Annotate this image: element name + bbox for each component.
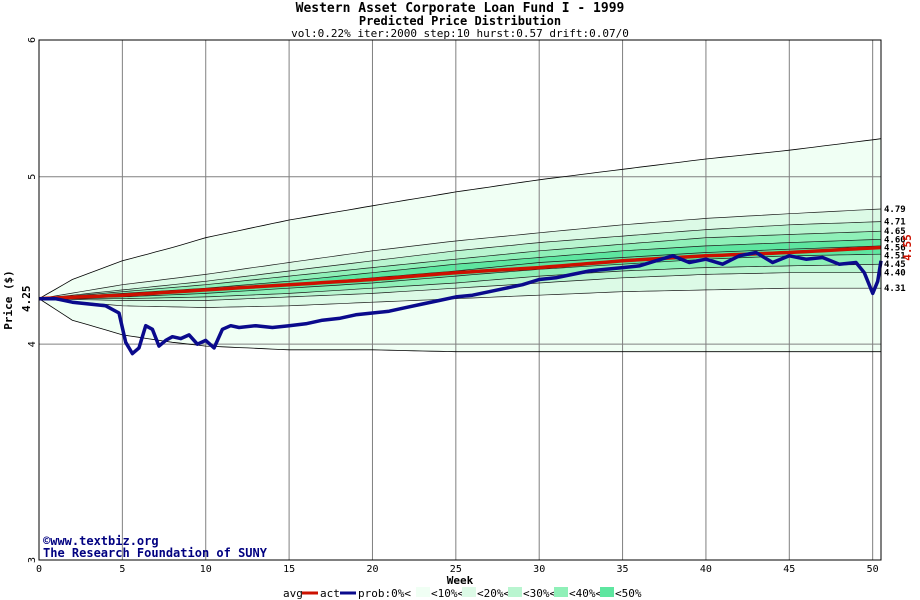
percentile-value-label: 4.71 bbox=[884, 218, 906, 228]
y-tick-label: 6 bbox=[27, 37, 38, 43]
x-tick-label: 45 bbox=[783, 564, 795, 575]
percentile-value-label: 4.79 bbox=[884, 205, 906, 215]
legend-band-swatch bbox=[416, 587, 430, 597]
end-value-label: 4.55 bbox=[901, 234, 914, 261]
percentile-value-label: 4.45 bbox=[884, 260, 906, 270]
x-tick-label: 40 bbox=[700, 564, 712, 575]
y-axis-label: Price ($) bbox=[2, 270, 15, 330]
y-tick-label: 3 bbox=[27, 557, 38, 563]
legend-band-swatch bbox=[508, 587, 522, 597]
legend-band-swatch bbox=[600, 587, 614, 597]
chart-title: Western Asset Corporate Loan Fund I - 19… bbox=[296, 1, 625, 16]
legend-band-label: <40%< bbox=[569, 587, 602, 600]
percentile-value-label: 4.56 bbox=[884, 243, 906, 253]
y-tick-label: 5 bbox=[27, 174, 38, 180]
x-tick-label: 20 bbox=[366, 564, 378, 575]
x-tick-label: 0 bbox=[36, 564, 42, 575]
percentile-curve-2 bbox=[38, 230, 882, 300]
legend-band-swatch bbox=[554, 587, 568, 597]
envelope-upper bbox=[38, 138, 882, 300]
legend-prob-label: prob:0%< bbox=[358, 587, 411, 600]
legend-act-label: act bbox=[320, 587, 340, 600]
percentile-curve-7 bbox=[38, 272, 881, 301]
percentile-labels: 4.79 4.714.654.604.564.514.454.40 4.31 bbox=[884, 205, 906, 294]
simulation-params: vol:0.22% iter:2000 step:10 hurst:0.57 d… bbox=[291, 27, 629, 40]
legend-band-swatch bbox=[462, 587, 476, 597]
chart-subtitle: Predicted Price Distribution bbox=[359, 14, 561, 28]
envelope-lower bbox=[38, 298, 881, 353]
percentile-curve-0 bbox=[38, 208, 882, 300]
legend-avg-label: avg bbox=[283, 587, 303, 600]
y-axis-ticks: 3 4 5 6 bbox=[27, 37, 38, 563]
percentile-curve-5 bbox=[38, 253, 882, 300]
percentile-value-label: 4.31 bbox=[884, 284, 906, 294]
x-axis-label: Week bbox=[447, 574, 474, 587]
plot-frame bbox=[38, 39, 882, 561]
x-tick-label: 35 bbox=[617, 564, 629, 575]
percentile-value-label: 4.60 bbox=[884, 235, 906, 245]
legend-band-label: <50% bbox=[615, 587, 642, 600]
credit-site-text: www.textbiz.org bbox=[50, 534, 158, 548]
copyright-icon: © bbox=[43, 534, 51, 548]
x-tick-label: 50 bbox=[867, 564, 879, 575]
legend-band-label: <10%< bbox=[431, 587, 464, 600]
percentile-curve-6 bbox=[39, 263, 882, 300]
actual-line bbox=[39, 250, 883, 356]
x-tick-label: 10 bbox=[200, 564, 212, 575]
band-40 bbox=[39, 239, 881, 299]
percentile-value-label: 4.51 bbox=[884, 251, 906, 261]
x-axis-ticks: 0 5 10 15 20 25 30 35 40 45 50 bbox=[36, 564, 879, 575]
percentile-value-label: 4.40 bbox=[884, 269, 906, 279]
series-lines bbox=[38, 245, 883, 356]
legend: avg act prob:0%< <10%< <20%< <30%< <40%< <50% bbox=[283, 587, 642, 600]
x-tick-label: 30 bbox=[533, 564, 545, 575]
credit-site: ©www.textbiz.org bbox=[43, 534, 159, 548]
legend-band-label: <20%< bbox=[477, 587, 510, 600]
percentile-curve-8 bbox=[38, 287, 881, 308]
x-tick-label: 5 bbox=[119, 564, 125, 575]
legend-band-label: <30%< bbox=[523, 587, 556, 600]
percentile-value-label: 4.65 bbox=[884, 227, 906, 237]
x-tick-label: 25 bbox=[450, 564, 462, 575]
x-tick-label: 15 bbox=[283, 564, 295, 575]
credit-org: The Research Foundation of SUNY bbox=[43, 546, 268, 560]
y-tick-label: 4 bbox=[27, 341, 38, 347]
start-price-label: 4.25 bbox=[20, 285, 33, 312]
percentile-curve-1 bbox=[38, 221, 882, 300]
